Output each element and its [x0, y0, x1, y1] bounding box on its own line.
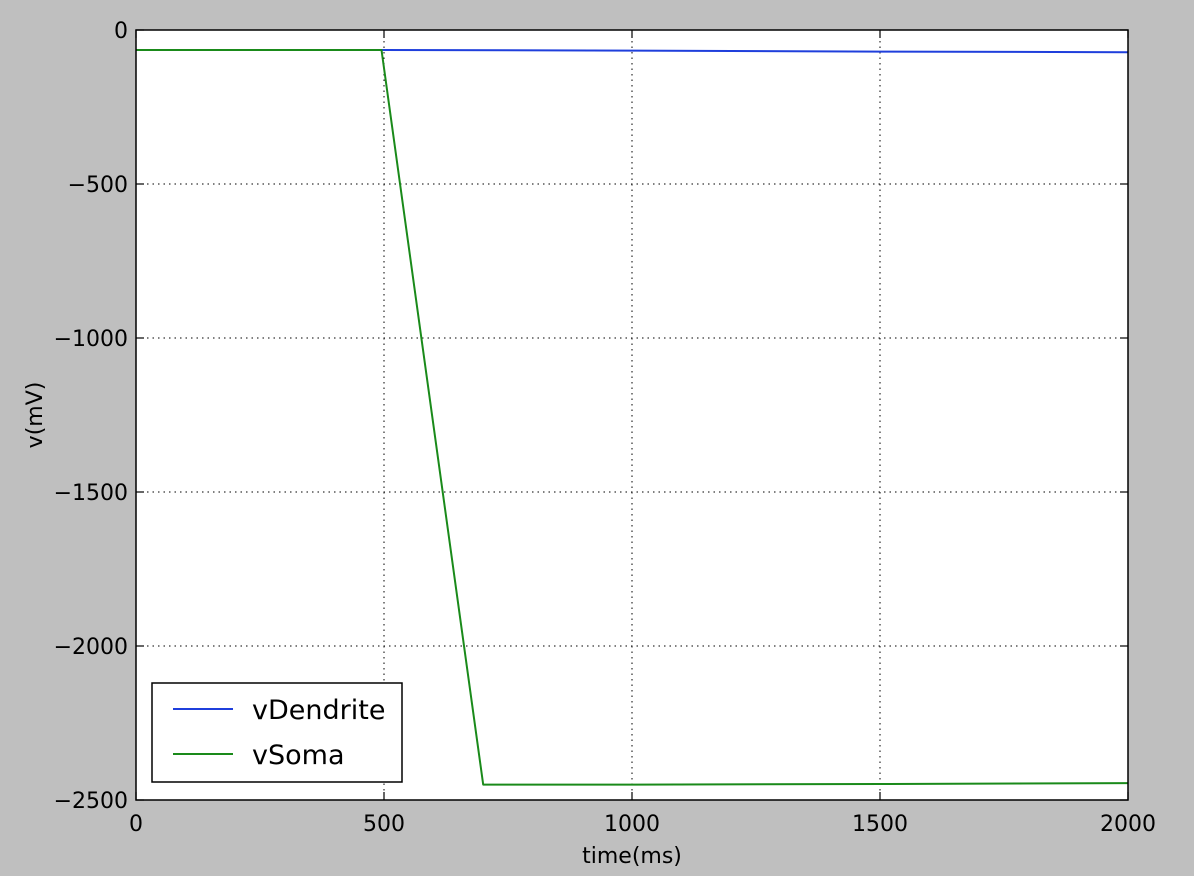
y-tick-label: 0 [114, 19, 128, 44]
series-lines [136, 49, 1129, 786]
x-tick-label: 500 [363, 812, 405, 837]
y-tick-label: −500 [68, 173, 128, 198]
legend: vDendrite vSoma [151, 682, 403, 783]
x-axis-title: time(ms) [582, 844, 682, 869]
plot-frame [135, 29, 1129, 801]
y-tick-label: −2000 [54, 635, 128, 660]
legend-label-vdendrite: vDendrite [252, 695, 385, 726]
x-tick-label: 2000 [1100, 812, 1156, 837]
y-tick-label: −1000 [54, 327, 128, 352]
x-tick-label: 1500 [852, 812, 908, 837]
grid [136, 30, 1128, 800]
x-tick-label: 0 [129, 812, 143, 837]
legend-box [151, 682, 403, 783]
y-tick-label: −1500 [54, 481, 128, 506]
y-axis-title: v(mV) [23, 382, 48, 449]
x-tick-label: 1000 [604, 812, 660, 837]
legend-label-vsoma: vSoma [252, 740, 344, 771]
series-line-vsoma [136, 49, 1129, 786]
axis-ticks: 0 500 1000 1500 2000 0 −500 −1000 −1500 −2000 −250… [54, 19, 1156, 837]
y-tick-label: −2500 [54, 789, 128, 814]
